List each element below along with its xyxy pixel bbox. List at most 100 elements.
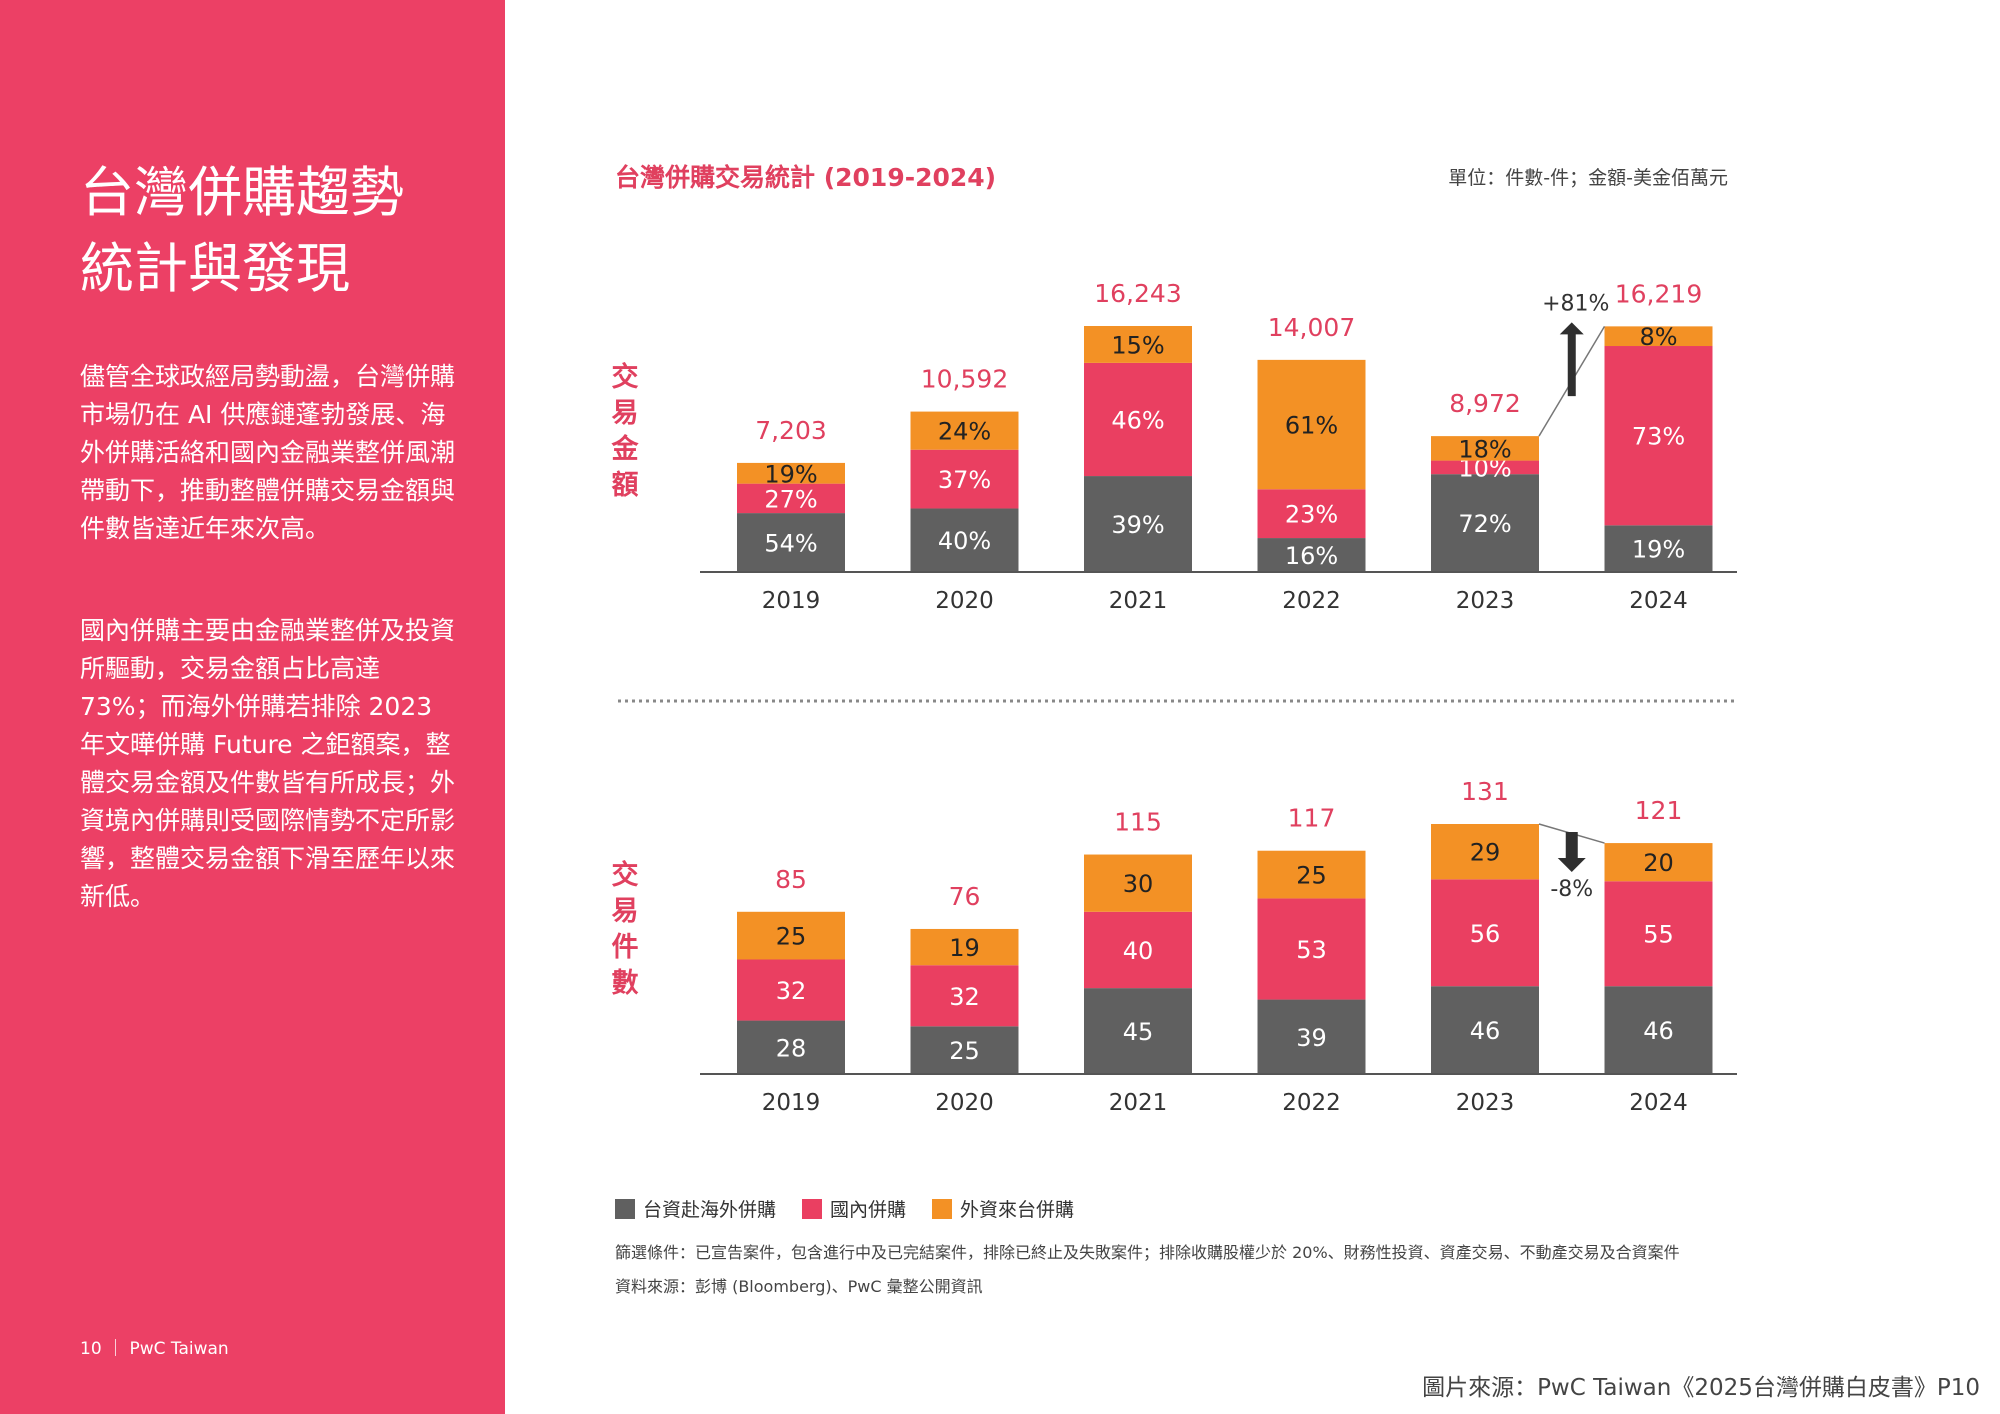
legend-label-overseas: 台資赴海外併購 (643, 1199, 777, 1221)
unit-label: 單位：件數-件；金額-美金佰萬元 (1448, 167, 1728, 189)
side-label-char-0: 交 (611, 362, 639, 393)
count-bar-2024-seg-label-1: 55 (1643, 921, 1674, 949)
count-category-label-2024: 2024 (1629, 1090, 1688, 1116)
count-bar-2021-seg-label-2: 30 (1123, 870, 1154, 898)
amount-bar-2020-seg-label-1: 37% (938, 466, 991, 494)
amount-bar-2020-seg-0 (910, 508, 1019, 572)
count-total-label-2023: 131 (1461, 777, 1509, 806)
amount-bar-2020-seg-1 (910, 449, 1019, 509)
count-bar-2023-seg-0 (1431, 986, 1539, 1074)
legend: 台資赴海外併購 國內併購 外資來台併購 (615, 1195, 1074, 1222)
count-bar-2020-seg-label-2: 19 (949, 934, 980, 962)
count-category-label-2019: 2019 (762, 1090, 821, 1116)
count-total-label-2019: 85 (775, 865, 807, 894)
amount-bar-2022-seg-2 (1257, 359, 1366, 490)
amount-bar-2024-seg-label-2: 8% (1639, 323, 1677, 351)
side-label-char-1: 易 (611, 896, 639, 927)
side-label-char-2: 件 (611, 932, 639, 963)
image-source-credit: 圖片來源：PwC Taiwan《2025台灣併購白皮書》P10 (1422, 1375, 1980, 1401)
count-total-label-2021: 115 (1114, 808, 1162, 837)
amount-bar-2020-seg-label-0: 40% (938, 527, 991, 555)
count-total-label-2024: 121 (1635, 796, 1683, 825)
amount-bar-2023-seg-label-0: 72% (1458, 510, 1511, 538)
legend-label-domestic: 國內併購 (830, 1199, 907, 1221)
count-bar-2022-seg-label-2: 25 (1296, 862, 1327, 890)
count-bar-2022-seg-0 (1257, 999, 1366, 1074)
amount-bar-2022-seg-0 (1257, 538, 1366, 572)
count-bar-2023-seg-1 (1431, 879, 1539, 987)
amount-bar-2021-seg-2 (1084, 326, 1192, 363)
count-category-label-2022: 2022 (1282, 1090, 1341, 1116)
count-axis-label: 交易件數 (600, 858, 650, 1002)
count-bar-2019-seg-label-0: 28 (776, 1034, 807, 1062)
amount-bar-2023-seg-label-2: 18% (1458, 435, 1511, 463)
count-down-arrow-icon (1557, 832, 1586, 872)
side-label-char-1: 易 (611, 398, 639, 429)
amount-bar-2024-seg-1 (1604, 346, 1713, 526)
legend-item-inbound: 外資來台併購 (932, 1195, 1074, 1222)
page-title-line-1: 台灣併購趨勢 (80, 161, 404, 224)
count-bar-2021-seg-1 (1084, 911, 1192, 989)
side-label-char-0: 交 (611, 860, 639, 891)
count-bar-2021-seg-label-1: 40 (1123, 937, 1154, 965)
filter-note: 篩選條件：已宣告案件，包含進行中及已完結案件，排除已終止及失敗案件；排除收購股權… (615, 1243, 1680, 1262)
amount-bar-2022-seg-label-1: 23% (1285, 501, 1338, 529)
count-bar-2024-seg-label-2: 20 (1643, 849, 1674, 877)
count-bar-2020-seg-0 (910, 1026, 1019, 1074)
amount-category-label-2023: 2023 (1456, 588, 1515, 614)
amount-total-label-2023: 8,972 (1449, 389, 1521, 418)
count-bar-2024-seg-label-0: 46 (1643, 1017, 1674, 1045)
amount-bar-2019-seg-0 (737, 513, 845, 572)
count-bar-2023-seg-label-0: 46 (1470, 1017, 1501, 1045)
count-bar-2019-seg-2 (737, 911, 845, 960)
amount-bar-2023-seg-0 (1431, 474, 1539, 572)
intro-paragraph: 儘管全球政經局勢動盪，台灣併購市場仍在 AI 供應鏈蓬勃發展、海外併購活絡和國內… (80, 362, 456, 543)
sidebar: 台灣併購趨勢 統計與發現 儘管全球政經局勢動盪，台灣併購市場仍在 AI 供應鏈蓬… (0, 0, 505, 1414)
amount-bar-2024-seg-label-0: 19% (1632, 536, 1685, 564)
count-bar-2023-seg-label-2: 29 (1470, 839, 1501, 867)
page-title-line-2: 統計與發現 (80, 237, 350, 300)
count-bar-2019-seg-label-1: 32 (776, 977, 807, 1005)
side-label-char-3: 數 (611, 968, 639, 999)
amount-category-label-2021: 2021 (1109, 588, 1168, 614)
amount-bar-2021-seg-label-0: 39% (1111, 511, 1164, 539)
count-change-label: -8% (1550, 877, 1593, 902)
legend-item-domestic: 國內併購 (802, 1195, 906, 1222)
count-category-label-2020: 2020 (935, 1090, 994, 1116)
page-title: 台灣併購趨勢 統計與發現 (80, 155, 480, 307)
count-bar-2020-seg-label-1: 32 (949, 983, 980, 1011)
amount-category-label-2020: 2020 (935, 588, 994, 614)
amount-bar-2024-seg-label-1: 73% (1632, 423, 1685, 451)
amount-total-label-2020: 10,592 (921, 365, 1008, 394)
count-bar-2022-seg-label-1: 53 (1296, 936, 1327, 964)
amount-category-label-2024: 2024 (1629, 588, 1688, 614)
amount-bar-2019-seg-2 (737, 462, 845, 484)
side-label-char-3: 額 (611, 470, 639, 501)
count-bar-2019-seg-0 (737, 1020, 845, 1074)
source-note: 資料來源：彭博 (Bloomberg)、PwC 彙整公開資訊 (615, 1277, 983, 1296)
amount-bar-2023-seg-2 (1431, 436, 1539, 461)
count-bar-2021-seg-label-0: 45 (1123, 1018, 1154, 1046)
count-bar-2020-seg-2 (910, 928, 1019, 966)
amount-category-label-2022: 2022 (1282, 588, 1341, 614)
count-bar-2024-seg-0 (1604, 986, 1713, 1074)
amount-bar-2021-seg-label-1: 46% (1111, 406, 1164, 434)
count-bar-2022-seg-2 (1257, 850, 1366, 899)
count-bar-2019-seg-label-2: 25 (776, 923, 807, 951)
amount-bar-2021-seg-1 (1084, 362, 1192, 477)
legend-item-overseas: 台資赴海外併購 (615, 1195, 776, 1222)
count-bar-2022-seg-1 (1257, 898, 1366, 1000)
amount-axis-label: 交易金額 (600, 360, 650, 504)
legend-swatch-domestic (802, 1198, 823, 1219)
side-label-char-2: 金 (611, 434, 639, 465)
count-category-label-2023: 2023 (1456, 1090, 1515, 1116)
amount-bar-2022-seg-1 (1257, 489, 1366, 539)
amount-bar-2019-seg-label-2: 19% (764, 460, 817, 488)
count-bar-2024-seg-1 (1604, 881, 1713, 987)
amount-total-label-2019: 7,203 (755, 416, 827, 445)
legend-label-inbound: 外資來台併購 (960, 1199, 1075, 1221)
amount-bar-2022-seg-label-2: 61% (1285, 412, 1338, 440)
amount-total-label-2022: 14,007 (1268, 313, 1355, 342)
count-bar-2021-seg-2 (1084, 854, 1192, 912)
